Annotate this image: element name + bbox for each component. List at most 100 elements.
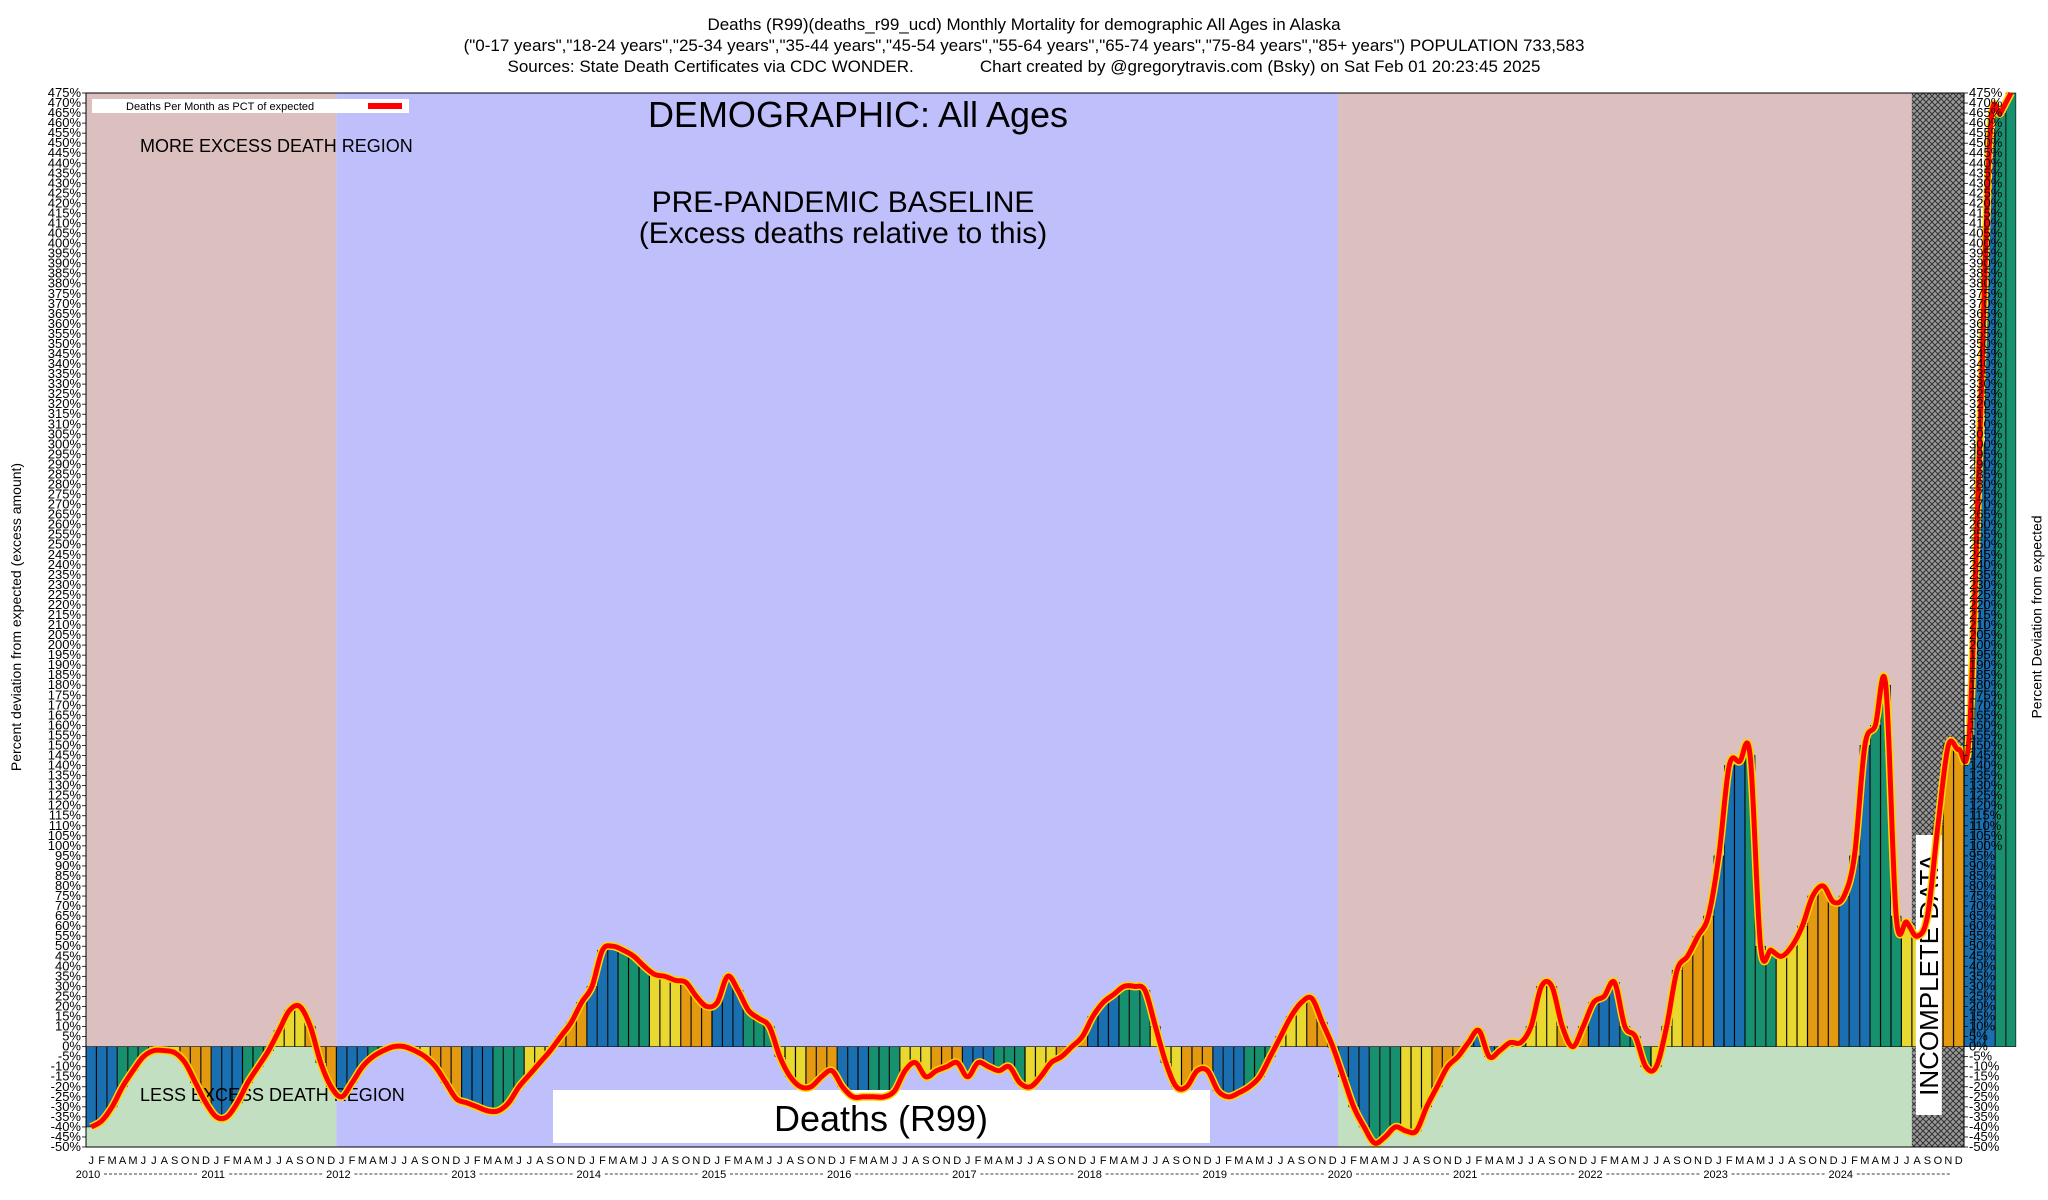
xtick-month-117: O [1308,1155,1317,1167]
xtick-month-51: A [620,1155,628,1167]
ytick-label-left-150: 150% [48,737,82,752]
xtick-month-36: J [464,1155,470,1167]
ytick-label-right--20: -20% [1969,1079,2000,1094]
ytick-label-left-305: 305% [48,426,82,441]
xtick-month-155: D [1704,1155,1712,1167]
ytick-label-left-435: 435% [48,165,82,180]
xtick-month-135: A [1496,1155,1504,1167]
ytick-label-right-35: 35% [1969,968,1995,983]
ytick-label-right-85: 85% [1969,868,1995,883]
xtick-month-115: A [1287,1155,1295,1167]
ytick-label-right-135: 135% [1969,768,2003,783]
ytick-label-left-370: 370% [48,296,82,311]
ytick-label-right-385: 385% [1969,266,2003,281]
title-line-1: Deaths (R99)(deaths_r99_ucd) Monthly Mor… [707,15,1341,34]
ytick-label-left-40: 40% [55,958,81,973]
left-axis-label: Percent deviation from expected (excess … [8,462,25,772]
xtick-month-112: M [1255,1155,1264,1167]
xtick-month-65: J [767,1155,773,1167]
ytick-label-right-205: 205% [1969,627,2003,642]
xtick-month-120: J [1340,1155,1346,1167]
xtick-month-113: J [1267,1155,1273,1167]
ytick-label-left-70: 70% [55,898,81,913]
xtick-month-148: M [1631,1155,1640,1167]
xtick-month-25: F [349,1155,356,1167]
xtick-month-96: J [1090,1155,1096,1167]
xtick-month-137: J [1518,1155,1524,1167]
ytick-label-left-330: 330% [48,376,82,391]
bar-158 [1734,761,1745,1047]
xtick-month-69: O [807,1155,816,1167]
xtick-month-27: A [369,1155,377,1167]
ytick-label-right-355: 355% [1969,326,2003,341]
xtick-month-19: A [286,1155,294,1167]
xtick-month-17: J [266,1155,272,1167]
ytick-label-left-315: 315% [48,406,82,421]
bar-38 [482,1046,493,1112]
xtick-month-170: M [1860,1155,1869,1167]
xtick-month-127: A [1413,1155,1421,1167]
ytick-label-left-335: 335% [48,366,82,381]
xtick-month-52: M [629,1155,638,1167]
xtick-month-13: F [223,1155,230,1167]
xtick-month-144: J [1591,1155,1597,1167]
ytick-label-right-40: 40% [1969,958,1995,973]
ytick-label-right-5: 5% [1969,1029,1988,1044]
ytick-label-left-195: 195% [48,647,82,662]
xtick-month-67: A [787,1155,795,1167]
ytick-label-left-165: 165% [48,707,82,722]
ytick-label-right-285: 285% [1969,466,2003,481]
demographic-label: DEMOGRAPHIC: All Ages [648,94,1068,135]
bar-1 [96,1046,107,1122]
xtick-year-2020: 2020 [1328,1169,1352,1181]
xtick-month-118: N [1318,1155,1326,1167]
ytick-label-left-300: 300% [48,436,82,451]
xtick-month-106: N [1193,1155,1201,1167]
ytick-label-left--25: -25% [51,1089,82,1104]
xtick-month-79: A [912,1155,920,1167]
bar-125 [1390,1046,1401,1128]
bar-39 [492,1046,504,1112]
xtick-month-6: J [151,1155,157,1167]
ytick-label-right-45: 45% [1969,948,1995,963]
ytick-label-left-135: 135% [48,768,82,783]
bar-154 [1692,935,1704,1047]
ytick-label-right-130: 130% [1969,778,2003,793]
ytick-label-right-440: 440% [1969,155,2003,170]
ytick-label-left-280: 280% [48,476,82,491]
ytick-label-right-100: 100% [1969,838,2003,853]
ytick-label-right-370: 370% [1969,296,2003,311]
ytick-label-left-400: 400% [48,236,82,251]
ytick-label-right-115: 115% [1969,808,2002,823]
xtick-year-2014: 2014 [577,1169,601,1181]
more-excess-region-pandemic [1338,93,1964,1047]
xtick-month-105: O [1182,1155,1191,1167]
xtick-month-23: D [327,1155,335,1167]
bar-165 [1807,895,1818,1047]
bar-0 [86,1046,97,1128]
xtick-year-2017: 2017 [952,1169,976,1181]
xtick-month-172: M [1881,1155,1890,1167]
xtick-month-138: J [1528,1155,1534,1167]
xtick-month-122: M [1359,1155,1368,1167]
ytick-label-right-395: 395% [1969,246,2003,261]
ytick-label-right-215: 215% [1969,607,2003,622]
ytick-label-left-320: 320% [48,396,82,411]
xtick-month-90: J [1027,1155,1033,1167]
xtick-month-139: A [1538,1155,1546,1167]
ytick-label-left-75: 75% [55,888,81,903]
xtick-year-2022: 2022 [1578,1169,1602,1181]
ytick-label-left-245: 245% [48,547,82,562]
xtick-month-92: S [1047,1155,1054,1167]
ytick-label-right-245: 245% [1969,547,2003,562]
less-excess-label: LESS EXCESS DEATH REGION [140,1085,405,1105]
xtick-month-159: A [1746,1155,1754,1167]
xtick-month-143: D [1579,1155,1587,1167]
ytick-label-right-315: 315% [1969,406,2003,421]
xtick-month-158: M [1735,1155,1744,1167]
xtick-month-66: J [777,1155,783,1167]
xtick-year-2023: 2023 [1703,1169,1727,1181]
ytick-label-left-25: 25% [55,988,81,1003]
ytick-label-right-330: 330% [1969,376,2003,391]
